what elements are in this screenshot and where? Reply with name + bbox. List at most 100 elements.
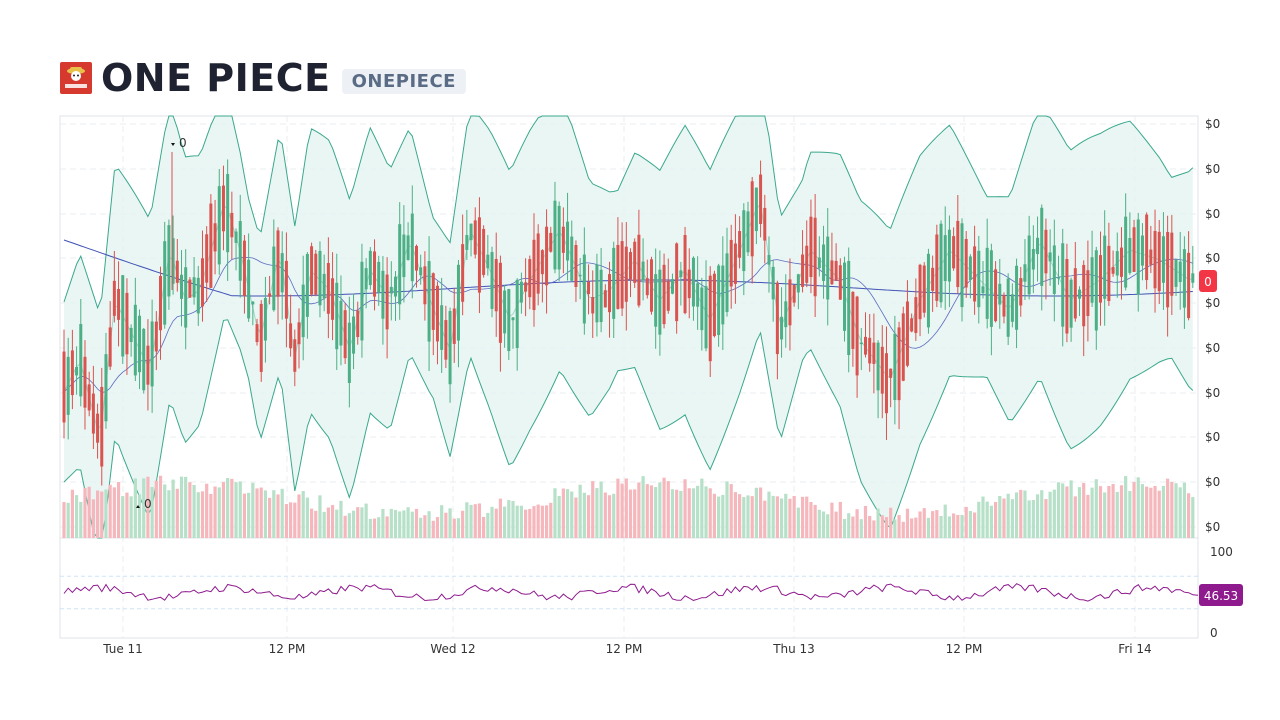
volume-bar xyxy=(1166,478,1170,538)
volume-bar xyxy=(108,484,112,538)
candle-body xyxy=(893,333,897,401)
volume-bar xyxy=(1061,483,1065,538)
volume-bar xyxy=(200,491,205,538)
candle-body xyxy=(616,244,620,309)
volume-bar xyxy=(943,504,947,538)
volume-bar xyxy=(213,486,217,538)
volume-bar xyxy=(251,482,255,538)
candle-body xyxy=(536,233,540,294)
volume-bar xyxy=(763,500,767,538)
last-price-label: 0 xyxy=(1204,275,1212,289)
candlesticks[interactable] xyxy=(62,143,1195,508)
volume-bar xyxy=(742,497,746,538)
volume-bar xyxy=(570,491,574,538)
candle-body xyxy=(473,220,477,255)
candle-body xyxy=(826,236,830,300)
volume-bar xyxy=(1103,492,1107,538)
candle-body xyxy=(410,213,414,282)
x-tick-label: Tue 11 xyxy=(102,642,143,656)
candle-body xyxy=(570,236,574,281)
candle-body xyxy=(1174,259,1178,287)
bollinger-bands xyxy=(63,115,1194,539)
x-tick-label: Wed 12 xyxy=(430,642,475,656)
candle-body xyxy=(574,245,578,287)
candle-body xyxy=(1149,249,1153,265)
candle-body xyxy=(897,327,901,401)
candle-body xyxy=(456,264,460,341)
candle-body xyxy=(100,386,104,467)
candle-body xyxy=(217,186,221,265)
candle-body xyxy=(1115,251,1119,276)
annotation-high: 0 xyxy=(179,136,187,150)
volume-bar xyxy=(410,511,414,538)
candle-body xyxy=(914,297,918,334)
volume-bar xyxy=(649,485,654,538)
volume-bar xyxy=(62,502,66,538)
candle-body xyxy=(905,301,909,366)
candle-body xyxy=(62,351,66,423)
candle-body xyxy=(696,283,700,307)
volume-bar xyxy=(532,506,536,538)
candle-body xyxy=(754,187,758,232)
volume-bar xyxy=(150,487,154,538)
candle-body xyxy=(1078,289,1082,299)
candle-body xyxy=(704,286,708,349)
candle-body xyxy=(960,223,964,308)
candle-body xyxy=(498,262,502,343)
candle-body xyxy=(427,261,431,342)
rsi-pane xyxy=(60,575,1199,610)
candle-body xyxy=(142,328,146,391)
volume-bar xyxy=(238,481,242,538)
volume-bar xyxy=(1065,486,1069,538)
candle-body xyxy=(482,228,486,275)
volume-bar xyxy=(461,510,465,538)
volume-bar xyxy=(167,490,171,538)
candle-body xyxy=(733,243,737,284)
candle-body xyxy=(318,250,322,306)
volume-bar xyxy=(1178,487,1182,538)
volume-bar xyxy=(490,506,494,538)
candle-body xyxy=(721,265,725,325)
candle-body xyxy=(666,280,670,311)
volume-bar xyxy=(796,507,800,538)
candle-body xyxy=(276,230,280,297)
candle-body xyxy=(1153,230,1157,289)
candle-body xyxy=(1031,249,1035,270)
candle-body xyxy=(843,262,847,331)
candle-body xyxy=(125,292,129,355)
chart-header: ONE PIECE ONEPIECE xyxy=(60,58,466,98)
candle-body xyxy=(817,257,821,269)
volume-bar xyxy=(87,486,91,538)
volume-bar xyxy=(419,517,423,538)
candle-body xyxy=(838,265,842,300)
volume-bar xyxy=(805,496,809,538)
volume-bar xyxy=(1191,497,1195,538)
volume-bar xyxy=(557,495,561,538)
volume-bar xyxy=(750,496,754,538)
candle-body xyxy=(847,260,851,355)
volume-bar xyxy=(758,487,763,538)
volume-bar xyxy=(536,504,540,538)
volume-bar xyxy=(154,480,158,538)
volume-bar xyxy=(1124,476,1128,538)
volume-bar xyxy=(666,481,670,538)
candle-body xyxy=(406,235,410,260)
candle-body xyxy=(717,265,721,336)
candle-body xyxy=(1010,294,1014,322)
volume-bar xyxy=(876,508,880,538)
candle-body xyxy=(133,304,137,376)
candle-body xyxy=(364,268,368,290)
candle-body xyxy=(910,318,914,332)
volume-bar xyxy=(1119,485,1124,538)
candle-body xyxy=(708,275,712,362)
candle-body xyxy=(1191,273,1195,283)
volume-bar xyxy=(637,482,641,538)
last-price-badge xyxy=(1199,270,1217,292)
candle-body xyxy=(461,244,465,302)
volume-bar xyxy=(184,476,188,538)
candle-body xyxy=(549,232,553,252)
volume-bar xyxy=(1161,485,1166,538)
volume-bar xyxy=(482,516,486,538)
volume-bar xyxy=(1023,490,1027,538)
